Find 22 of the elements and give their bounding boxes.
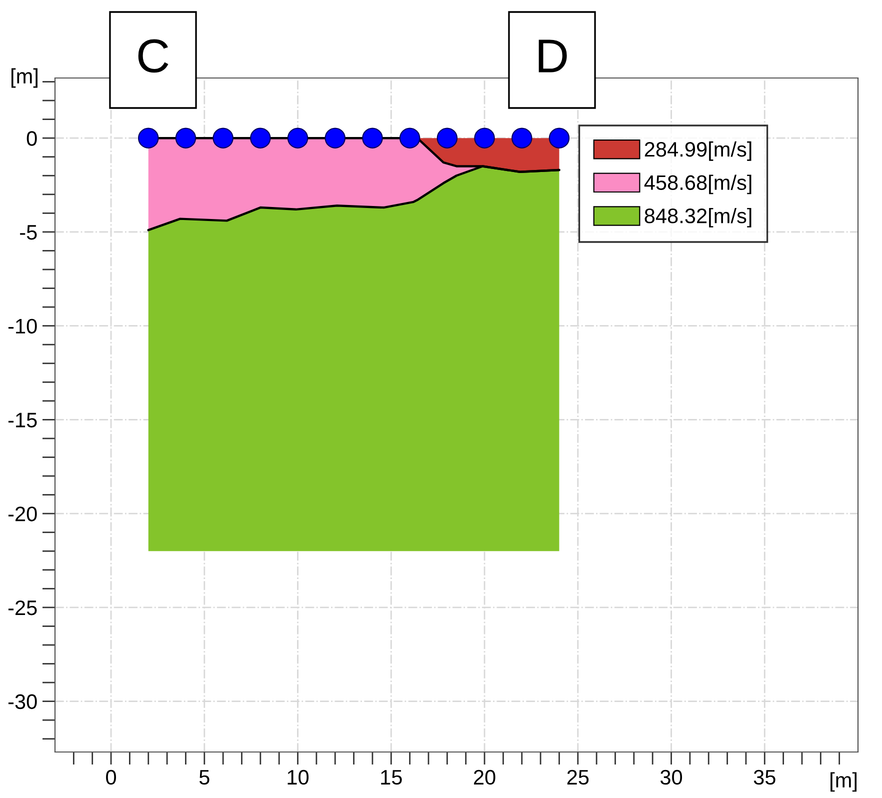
x-axis-title: [m] <box>830 772 857 792</box>
x-tick-label: 35 <box>754 770 776 785</box>
x-tick-label: 10 <box>288 770 309 785</box>
x-tick-label: 25 <box>567 770 589 785</box>
y-tick-label: -30 <box>8 694 37 710</box>
y-tick-label: -20 <box>8 506 37 522</box>
legend-label: 284.99[m/s] <box>644 141 752 161</box>
y-tick-label: -10 <box>8 318 37 334</box>
x-tick-label: 5 <box>199 770 210 785</box>
legend-label: 848.32[m/s] <box>644 208 752 228</box>
y-axis-title: [m] <box>11 68 38 88</box>
y-tick-label: -25 <box>8 600 37 616</box>
text: C <box>138 39 168 73</box>
y-tick-label: 0 <box>26 131 37 146</box>
y-tick-label: -5 <box>20 225 37 240</box>
x-tick-label: 30 <box>660 770 682 785</box>
y-tick-label: -15 <box>8 412 37 428</box>
x-tick-label: 0 <box>106 770 116 785</box>
text: D <box>538 40 567 72</box>
legend-label: 458.68[m/s] <box>644 174 752 194</box>
x-tick-label: 15 <box>381 770 402 785</box>
x-tick-label: 20 <box>474 770 496 785</box>
